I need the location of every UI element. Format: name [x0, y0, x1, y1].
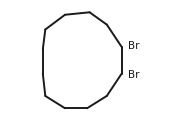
- Text: Br: Br: [128, 40, 139, 51]
- Text: Br: Br: [128, 70, 139, 80]
